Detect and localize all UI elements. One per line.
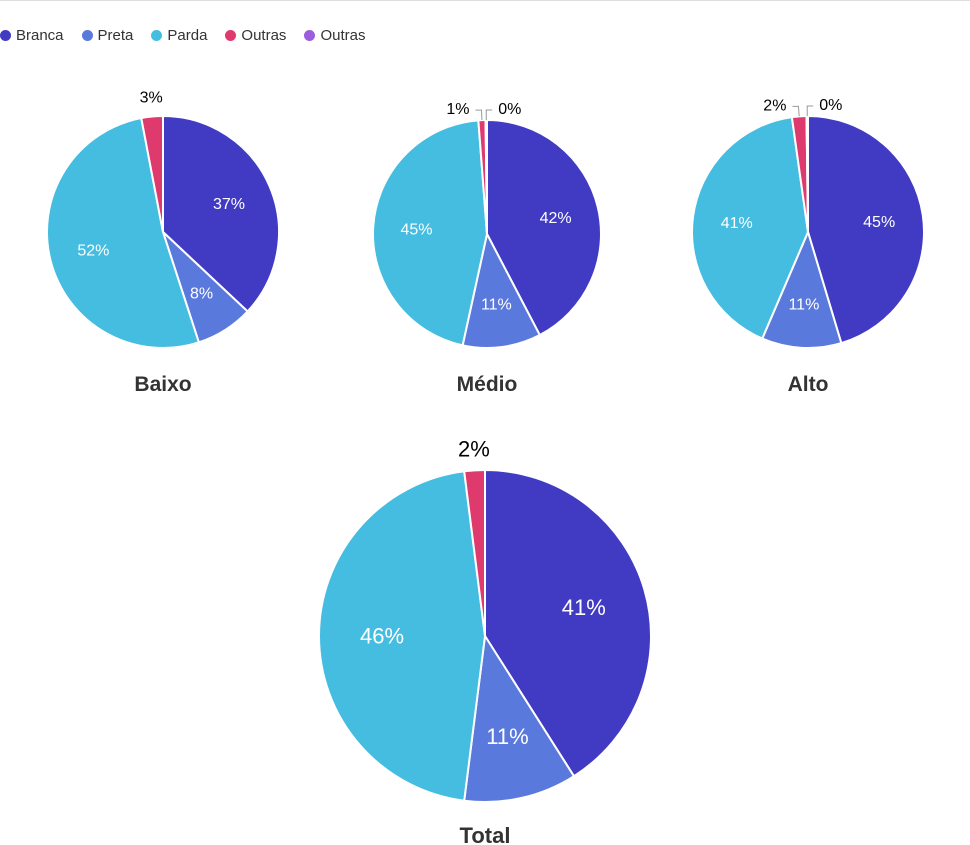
slice-value-label: 2% bbox=[458, 436, 490, 461]
slice-value-label: 45% bbox=[863, 214, 895, 231]
chart-title: Médio bbox=[457, 373, 518, 396]
legend-marker-icon bbox=[151, 29, 163, 41]
slice-value-label: 0% bbox=[498, 101, 521, 118]
legend-item-parda[interactable]: Parda bbox=[151, 27, 207, 44]
slice-value-label: 11% bbox=[486, 724, 528, 749]
slice-value-label: 45% bbox=[400, 222, 432, 239]
chart-title: Total bbox=[460, 823, 511, 845]
slice-value-label: 11% bbox=[788, 296, 819, 313]
legend-item-branca[interactable]: Branca bbox=[0, 27, 64, 44]
legend-marker-icon bbox=[225, 29, 237, 41]
slice-value-label: 8% bbox=[190, 285, 213, 302]
slice-value-label: 0% bbox=[819, 97, 842, 114]
legend-item-preta[interactable]: Preta bbox=[81, 26, 134, 44]
pie-slice-branca[interactable] bbox=[807, 114, 925, 345]
legend: Branca Preta Parda Outras Outras bbox=[0, 24, 383, 46]
slice-value-label: 11% bbox=[481, 297, 512, 314]
pie-slice-branca[interactable] bbox=[162, 114, 280, 313]
slice-value-label: 41% bbox=[562, 595, 606, 620]
slice-value-label: 46% bbox=[360, 624, 404, 649]
legend-marker-icon bbox=[0, 29, 11, 41]
pie-slice-branca[interactable] bbox=[486, 118, 602, 337]
legend-label: Parda bbox=[167, 26, 208, 44]
slice-value-label: 2% bbox=[763, 97, 786, 114]
pie-slice-parda[interactable] bbox=[372, 119, 489, 347]
legend-label: Preta bbox=[97, 26, 134, 44]
label-leader-line bbox=[806, 105, 814, 117]
slice-value-label: 1% bbox=[446, 101, 469, 118]
pie-chart-baixo: 37% 8% 52% 3% Baixo bbox=[46, 90, 280, 396]
pie-slice-parda[interactable] bbox=[46, 116, 201, 349]
legend-item-outras[interactable]: Outras bbox=[225, 27, 286, 44]
slice-value-label: 3% bbox=[140, 90, 163, 107]
chart-title: Alto bbox=[788, 373, 829, 396]
pie-slice-outras[interactable] bbox=[463, 468, 486, 637]
slice-value-label: 37% bbox=[213, 196, 245, 213]
label-leader-line bbox=[475, 109, 483, 121]
pie-slice-preta[interactable] bbox=[760, 229, 843, 349]
pie-chart-alto: 45% 11% 41% 2% 0% Alto bbox=[691, 97, 925, 396]
slice-value-label: 42% bbox=[540, 210, 572, 227]
pie-slice-outras[interactable] bbox=[140, 114, 164, 233]
slice-value-label: 52% bbox=[77, 242, 109, 259]
top-divider bbox=[0, 0, 970, 1]
pie-chart-médio: 42% 11% 45% 1% 0% Médio bbox=[372, 101, 602, 396]
chart-title: Baixo bbox=[134, 373, 191, 396]
legend-label: Outras bbox=[320, 26, 366, 44]
legend-marker-icon bbox=[81, 29, 93, 41]
pie-chart-total: 41% 11% 46% 2% Total bbox=[318, 436, 652, 845]
legend-marker-icon bbox=[304, 29, 316, 41]
slice-value-label: 41% bbox=[721, 215, 753, 232]
pie-slice-preta[interactable] bbox=[461, 231, 542, 349]
legend-label: Outras bbox=[241, 26, 287, 44]
label-leader-line bbox=[792, 105, 800, 117]
pie-slice-preta[interactable] bbox=[463, 633, 576, 803]
pie-slice-parda[interactable] bbox=[318, 470, 487, 802]
legend-item-outras-2[interactable]: Outras bbox=[304, 27, 365, 44]
legend-label: Branca bbox=[16, 26, 64, 44]
pie-slice-parda[interactable] bbox=[691, 115, 810, 340]
label-leader-line bbox=[485, 109, 493, 121]
